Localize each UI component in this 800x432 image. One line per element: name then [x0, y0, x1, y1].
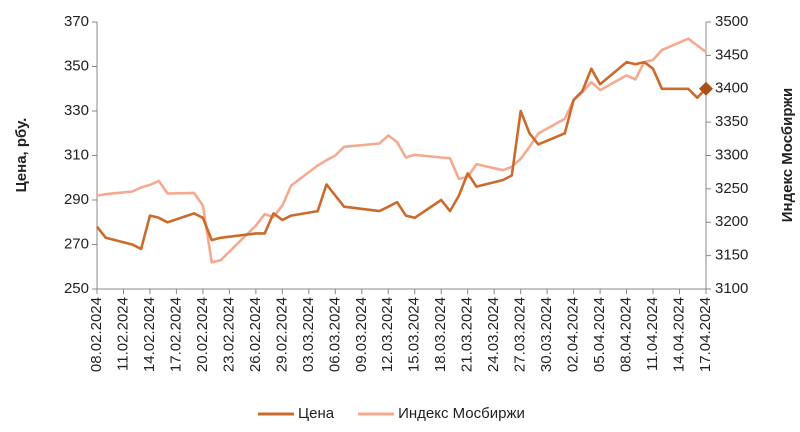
y2-tick-label: 3500: [715, 13, 748, 30]
x-tick-label: 14.02.2024: [141, 297, 158, 372]
y-tick-label: 250: [64, 280, 89, 297]
y-tick-label: 310: [64, 146, 89, 163]
y2-tick-label: 3150: [715, 247, 748, 264]
legend-label: Цена: [298, 405, 335, 422]
x-tick-label: 11.04.2024: [644, 297, 661, 371]
y2-axis-title: Индекс Мосбиржи: [779, 88, 796, 222]
y-tick-label: 370: [64, 13, 89, 30]
x-tick-label: 08.02.2024: [88, 297, 105, 372]
x-tick-label: 15.03.2024: [406, 297, 423, 372]
x-tick-label: 24.03.2024: [485, 297, 502, 372]
x-tick-label: 20.02.2024: [194, 297, 211, 372]
y-tick-label: 290: [64, 191, 89, 208]
line-series: [95, 60, 707, 251]
x-tick-label: 17.02.2024: [167, 297, 184, 372]
x-tick-label: 11.02.2024: [114, 297, 131, 371]
y2-tick-label: 3300: [715, 146, 748, 163]
y-tick-label: 330: [64, 102, 89, 119]
x-tick-label: 08.04.2024: [618, 297, 635, 372]
y2-tick-label: 3250: [715, 180, 748, 197]
x-tick-label: 27.03.2024: [512, 297, 529, 372]
x-tick-label: 03.03.2024: [300, 297, 317, 372]
y-axis-title: Цена, рбу.: [13, 118, 30, 193]
y2-tick-label: 3350: [715, 113, 748, 130]
y2-tick-label: 3200: [715, 213, 748, 230]
x-tick-label: 05.04.2024: [591, 297, 608, 372]
x-tick-label: 17.04.2024: [697, 297, 714, 372]
y2-tick-label: 3100: [715, 280, 748, 297]
x-tick-label: 02.04.2024: [565, 297, 582, 372]
x-tick-label: 23.02.2024: [220, 297, 237, 372]
x-tick-label: 26.02.2024: [247, 297, 264, 372]
x-tick-label: 14.04.2024: [670, 297, 687, 372]
y-tick-label: 270: [64, 235, 89, 252]
y2-tick-label: 3450: [715, 46, 748, 63]
x-tick-label: 06.03.2024: [326, 297, 343, 372]
x-tick-label: 21.03.2024: [459, 297, 476, 372]
x-tick-label: 09.03.2024: [353, 297, 370, 372]
x-tick-label: 18.03.2024: [432, 297, 449, 372]
x-tick-label: 30.03.2024: [538, 297, 555, 372]
line-series: [96, 37, 707, 264]
x-tick-label: 29.02.2024: [273, 297, 290, 372]
last-point-marker: [699, 81, 713, 96]
legend-label: Индекс Мосбиржи: [398, 405, 525, 422]
x-tick-label: 12.03.2024: [379, 297, 396, 372]
y2-tick-label: 3400: [715, 80, 748, 97]
y-tick-label: 350: [64, 57, 89, 74]
